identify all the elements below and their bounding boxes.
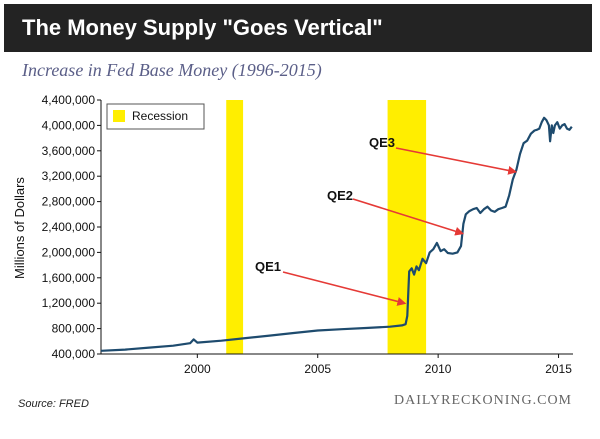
y-tick-label: 2,800,000 (42, 195, 96, 209)
y-tick-label: 4,400,000 (42, 93, 96, 107)
series-lines (100, 116, 573, 352)
y-axis-ticks: 400,000 800,000 1,200,000 1,600,000 2,000,00… (42, 93, 101, 361)
x-tick-label: 2015 (545, 362, 572, 376)
brand-logo-text: DAILYRECKONING.COM (394, 393, 572, 408)
annotation-label-qe1: QE1 (255, 259, 281, 274)
y-tick-label: 4,000,000 (42, 118, 96, 132)
legend-swatch (113, 110, 125, 122)
y-axis-label: Millions of Dollars (12, 177, 27, 279)
x-tick-label: 2010 (425, 362, 452, 376)
y-tick-label: 1,600,000 (42, 271, 96, 285)
annotations: QE1 QE2 QE3 (255, 135, 518, 306)
recession-bands (226, 100, 427, 354)
recession-band-1 (226, 100, 244, 354)
legend: Recession (106, 103, 205, 130)
series-line-1 (100, 116, 573, 352)
annotation-label-qe3: QE3 (369, 135, 395, 150)
annotation-arrow-qe1 (282, 271, 407, 306)
x-axis-ticks: 2000 2005 2010 2015 (184, 354, 572, 376)
y-tick-label: 400,000 (52, 347, 96, 361)
chart-subtitle: Increase in Fed Base Money (1996-2015) (22, 60, 322, 80)
page-title: The Money Supply "Goes Vertical" (22, 15, 383, 40)
annotation-arrow-qe2 (352, 198, 465, 236)
y-tick-label: 1,200,000 (42, 296, 96, 310)
y-tick-label: 2,000,000 (42, 245, 96, 259)
x-tick-label: 2000 (184, 362, 211, 376)
y-tick-label: 2,400,000 (42, 220, 96, 234)
axes (100, 100, 573, 355)
x-tick-label: 2005 (304, 362, 331, 376)
y-tick-label: 800,000 (52, 322, 96, 336)
annotation-label-qe2: QE2 (327, 188, 353, 203)
y-tick-label: 3,200,000 (42, 169, 96, 183)
y-tick-label: 3,600,000 (42, 144, 96, 158)
title-bar: The Money Supply "Goes Vertical" (4, 4, 592, 52)
legend-label: Recession (132, 109, 188, 123)
annotation-arrow-qe3 (395, 147, 518, 175)
source-note: Source: FRED (18, 398, 89, 410)
